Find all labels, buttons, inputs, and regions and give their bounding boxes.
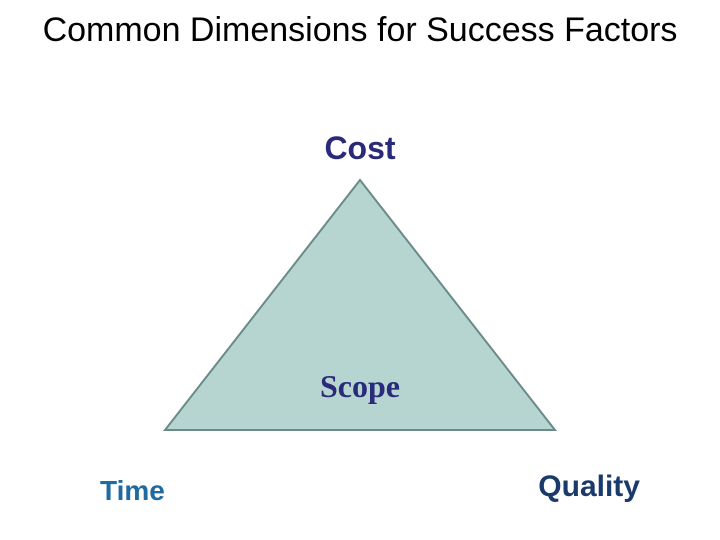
page-title: Common Dimensions for Success Factors [0,10,720,51]
label-scope: Scope [0,368,720,405]
label-time: Time [100,475,165,507]
label-cost: Cost [0,130,720,167]
label-quality: Quality [538,470,640,504]
